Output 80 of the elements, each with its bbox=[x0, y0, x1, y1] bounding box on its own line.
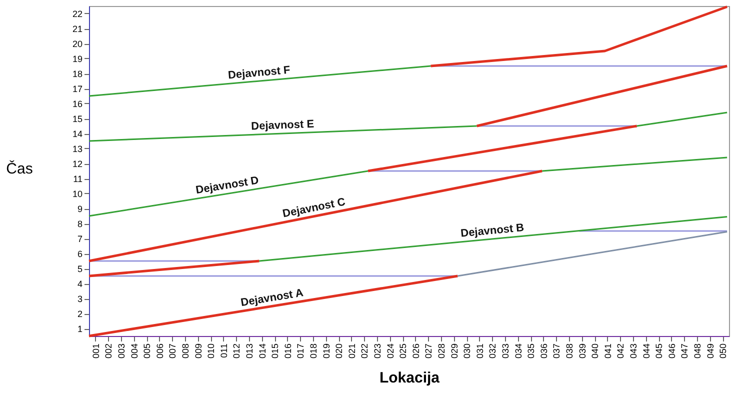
y-tick-label: 1 bbox=[77, 324, 82, 334]
x-tick-label: 023 bbox=[372, 344, 382, 359]
x-tick-label: 015 bbox=[270, 344, 280, 359]
y-tick-label: 10 bbox=[72, 189, 82, 199]
x-tick-label: 018 bbox=[308, 344, 318, 359]
y-tick-label: 2 bbox=[77, 309, 82, 319]
x-tick-label: 028 bbox=[436, 344, 446, 359]
x-tick-label: 021 bbox=[346, 344, 357, 359]
x-tick-label: 046 bbox=[666, 344, 677, 359]
text: Dejavnost D bbox=[194, 174, 260, 197]
text: Dejavnost C bbox=[282, 196, 346, 220]
y-tick-label: 9 bbox=[77, 204, 82, 214]
x-tick-label: 006 bbox=[154, 344, 165, 359]
x-tick-label: 043 bbox=[628, 344, 638, 359]
x-tick-label: 011 bbox=[218, 344, 229, 358]
x-tick-label: 037 bbox=[552, 344, 562, 359]
y-tick-label: 6 bbox=[77, 249, 82, 259]
x-tick-label: 047 bbox=[680, 344, 690, 359]
y-tick-label: 22 bbox=[72, 9, 82, 19]
x-tick-label: 035 bbox=[526, 344, 536, 359]
x-axis-title: Lokacija bbox=[379, 370, 440, 387]
x-tick-label: 027 bbox=[424, 344, 434, 359]
x-tick-label: 040 bbox=[590, 344, 600, 359]
x-tick-label: 031 bbox=[474, 344, 485, 359]
x-tick-label: 016 bbox=[282, 344, 293, 359]
y-tick-label: 21 bbox=[72, 24, 82, 34]
x-tick-label: 026 bbox=[410, 344, 421, 359]
y-tick-label: 18 bbox=[72, 69, 82, 79]
x-tick-label: 002 bbox=[104, 344, 114, 359]
text: Dejavnost A bbox=[240, 287, 304, 310]
y-tick-label: 8 bbox=[77, 219, 82, 229]
x-tick-label: 007 bbox=[168, 344, 178, 359]
x-tick-label: 036 bbox=[538, 344, 549, 359]
x-tick-label: 045 bbox=[654, 344, 664, 359]
x-tick-label: 017 bbox=[296, 344, 306, 359]
x-tick-label: 003 bbox=[116, 344, 126, 359]
y-tick-label: 16 bbox=[72, 99, 82, 109]
x-tick-label: 019 bbox=[321, 344, 332, 359]
x-tick-label: 034 bbox=[513, 344, 524, 359]
x-tick-label: 038 bbox=[564, 344, 574, 359]
x-tick-label: 030 bbox=[462, 344, 472, 359]
x-tick-label: 041 bbox=[602, 344, 613, 359]
y-tick-label: 12 bbox=[72, 159, 82, 169]
y-tick-label: 3 bbox=[77, 294, 82, 304]
x-tick-label: 033 bbox=[500, 344, 510, 359]
x-tick-label: 032 bbox=[488, 344, 498, 359]
y-tick-label: 5 bbox=[77, 264, 82, 274]
y-tick-label: 11 bbox=[73, 174, 82, 184]
x-tick-label: 044 bbox=[641, 344, 652, 359]
series-label: Dejavnost E bbox=[250, 118, 314, 133]
x-tick-label: 013 bbox=[244, 344, 254, 359]
x-tick-label: 004 bbox=[129, 344, 140, 359]
y-tick-label: 4 bbox=[77, 279, 82, 289]
y-tick-label: 20 bbox=[72, 39, 82, 49]
x-tick-label: 050 bbox=[718, 344, 728, 359]
x-tick-label: 008 bbox=[180, 344, 190, 359]
text: Dejavnost B bbox=[460, 222, 525, 240]
x-tick-label: 009 bbox=[193, 344, 204, 359]
y-tick-label: 17 bbox=[72, 84, 82, 94]
x-tick-label: 042 bbox=[616, 344, 626, 359]
x-tick-label: 012 bbox=[232, 344, 242, 359]
x-tick-label: 029 bbox=[449, 344, 460, 359]
x-tick-label: 025 bbox=[398, 344, 408, 359]
x-tick-label: 005 bbox=[142, 344, 152, 359]
x-tick-label: 022 bbox=[360, 344, 370, 359]
x-tick-label: 020 bbox=[334, 344, 344, 359]
x-tick-label: 039 bbox=[577, 344, 588, 359]
x-tick-label: 001 bbox=[90, 344, 101, 359]
y-axis-title: Čas bbox=[6, 160, 33, 178]
y-tick-label: 19 bbox=[72, 54, 82, 64]
y-tick-label: 13 bbox=[72, 144, 82, 154]
text: Dejavnost F bbox=[228, 64, 292, 82]
x-tick-label: 010 bbox=[206, 344, 216, 359]
x-tick-label: 024 bbox=[385, 344, 396, 359]
x-tick-label: 049 bbox=[705, 344, 716, 359]
y-tick-label: 14 bbox=[72, 129, 82, 139]
y-tick-label: 15 bbox=[72, 114, 82, 124]
y-tick-label: 7 bbox=[77, 234, 82, 244]
x-tick-label: 014 bbox=[257, 344, 268, 359]
x-tick-label: 048 bbox=[692, 344, 702, 359]
